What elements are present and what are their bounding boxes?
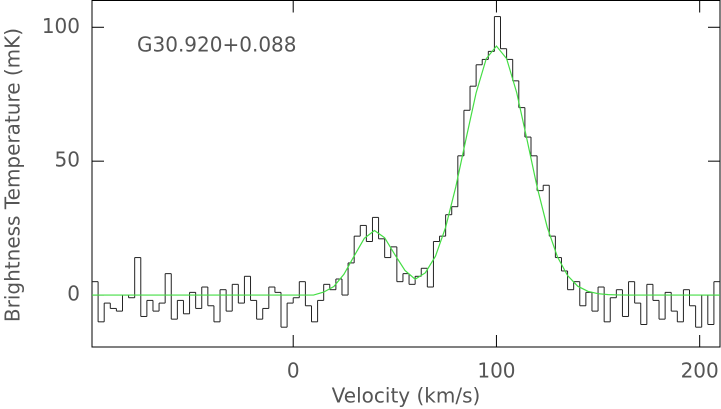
y-tick-label: 100	[42, 14, 80, 38]
plot-frame	[91, 0, 721, 348]
y-tick-label: 50	[55, 148, 80, 172]
fit-line	[92, 45, 720, 296]
x-axis-label: Velocity (km/s)	[332, 384, 481, 408]
x-tick-label: 0	[287, 359, 300, 383]
x-tick-label: 200	[681, 359, 719, 383]
x-tick-label: 100	[477, 359, 515, 383]
y-axis-label: Brightness Temperature (mK)	[1, 28, 25, 322]
annotation: G30.920+0.088	[137, 33, 297, 57]
y-tick-label: 0	[67, 282, 80, 306]
